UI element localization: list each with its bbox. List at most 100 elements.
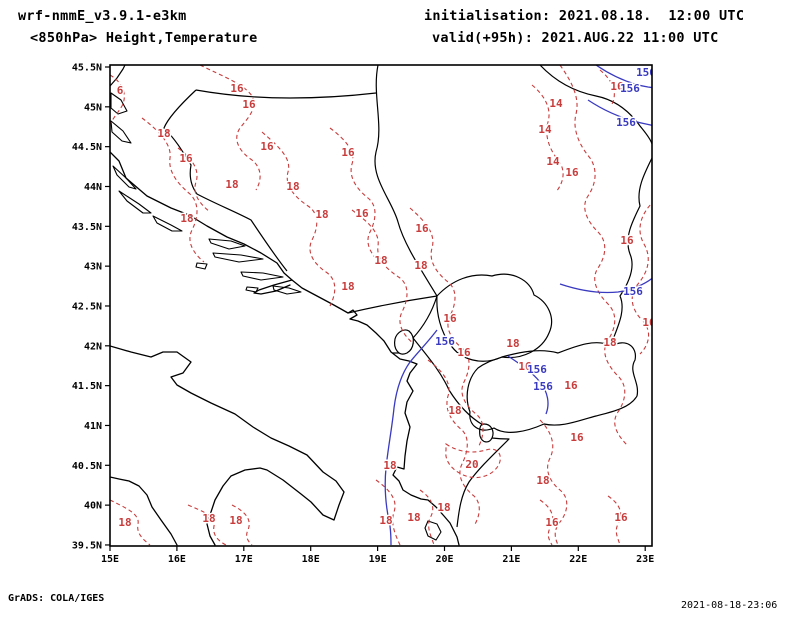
island xyxy=(112,165,137,190)
temperature-contour-label: 18 xyxy=(286,180,299,193)
height-contour-label: 156 xyxy=(616,116,636,129)
lake-ohrid xyxy=(479,423,494,443)
temperature-contour-label: 16 xyxy=(179,152,193,165)
temp-contour xyxy=(329,127,383,265)
corfu-island xyxy=(424,520,442,541)
island xyxy=(208,238,246,250)
temperature-contour-label: 16 xyxy=(355,207,369,220)
temperature-contour-label: 16 xyxy=(260,140,274,153)
temperature-contour-label: 16 xyxy=(230,82,244,95)
island xyxy=(110,92,128,115)
y-tick-label: 39.5N xyxy=(72,540,102,551)
temperature-contour-label: 14 xyxy=(549,97,563,110)
border-montenegro-albania xyxy=(412,295,438,339)
creation-timestamp: 2021-08-18-23:06 xyxy=(681,600,778,611)
temperature-contour-label: 18 xyxy=(379,514,392,527)
height-contour-label: 156 xyxy=(636,66,656,79)
temperature-contour-label: 20 xyxy=(465,458,478,471)
temp-contour xyxy=(631,202,652,355)
temperature-contour-label: 18 xyxy=(157,127,170,140)
temperature-contour-label: 18 xyxy=(603,336,616,349)
y-tick-label: 42.5N xyxy=(72,301,102,312)
italy-adriatic-coast xyxy=(110,345,345,546)
border-serbia-west xyxy=(374,65,438,297)
temp-contour xyxy=(375,479,401,546)
temperature-contour-label: 18 xyxy=(315,208,328,221)
temp-contour xyxy=(177,147,211,213)
height-contour xyxy=(384,329,438,546)
temp-contour xyxy=(141,117,205,263)
temperature-contours-layer xyxy=(110,65,652,546)
temperature-contour-label: 16 xyxy=(545,516,559,529)
init-time-label: initialisation: 2021.08.18. 12:00 UTC xyxy=(424,8,745,24)
temp-contour xyxy=(445,442,501,479)
temperature-contour-label: 18 xyxy=(225,178,238,191)
y-tick-label: 45N xyxy=(84,102,102,113)
height-contour-label: 156 xyxy=(623,285,643,298)
temperature-contour-label: 18 xyxy=(229,514,242,527)
y-tick-label: 43.5N xyxy=(72,222,102,233)
temperature-contour-label: 18 xyxy=(506,337,519,350)
temperature-contour-label: 16 xyxy=(443,312,457,325)
temperature-contour-label: 18 xyxy=(118,516,131,529)
temperature-contour-label: 16 xyxy=(570,431,584,444)
temperature-contour-label: 18 xyxy=(407,511,420,524)
lake-shkodra xyxy=(394,329,414,355)
height-contours-layer xyxy=(384,65,652,546)
temperature-contour-label: 14 xyxy=(546,155,560,168)
temperature-contour-label: 16 xyxy=(341,146,355,159)
height-contour-label: 156 xyxy=(620,82,640,95)
temperature-contour-label: 18 xyxy=(383,459,396,472)
valid-time-label: valid(+95h): 2021.AUG.22 11:00 UTC xyxy=(432,30,719,46)
temperature-contour-label: 18 xyxy=(202,512,215,525)
temp-contour xyxy=(539,419,568,546)
temperature-contour-label: 16 xyxy=(457,346,471,359)
temperature-contour-label: 16 xyxy=(642,316,656,329)
y-tick-label: 41.5N xyxy=(72,381,102,392)
temperature-contour-label: 16 xyxy=(518,360,532,373)
temperature-contour-label: 16 xyxy=(564,379,578,392)
island xyxy=(110,120,132,144)
temperature-contour-label: 14 xyxy=(538,123,552,136)
x-tick-label: 18E xyxy=(302,554,320,565)
island xyxy=(245,286,259,293)
temp-contour xyxy=(427,359,480,527)
temperature-contour-label: 16 xyxy=(610,80,624,93)
border-macedonia xyxy=(466,342,639,433)
temperature-contour-label: 18 xyxy=(180,212,193,225)
border-slovenia-croatia xyxy=(110,65,126,87)
y-tick-label: 43N xyxy=(84,262,102,273)
adriatic-coastline xyxy=(110,151,460,546)
height-contour-label: 156 xyxy=(435,335,455,348)
y-tick-label: 40.5N xyxy=(72,461,102,472)
x-tick-label: 22E xyxy=(569,554,587,565)
temperature-contour-label: 16 xyxy=(415,222,429,235)
product-title: <850hPa> Height,Temperature xyxy=(30,30,258,46)
temperature-contour-label: 16 xyxy=(620,234,634,247)
map-layer xyxy=(110,65,652,546)
island xyxy=(195,262,208,270)
temperature-contour-label: 18 xyxy=(341,280,354,293)
temperature-contour-label: 16 xyxy=(614,511,628,524)
temperature-contour-label: 18 xyxy=(374,254,387,267)
axes-layer: 15E 16E 17E 18E 19E 20E 21E 22E 23E 45.5N 45N 44.5N… xyxy=(72,63,654,566)
island xyxy=(212,252,264,263)
height-contour xyxy=(559,277,652,294)
temp-contour xyxy=(261,131,336,307)
island xyxy=(240,271,284,281)
x-tick-label: 16E xyxy=(168,554,186,565)
height-contour xyxy=(587,99,652,126)
temp-contour xyxy=(419,489,435,546)
border-serbia-romania-bulgaria xyxy=(539,65,652,343)
temp-contour xyxy=(187,504,227,546)
y-tick-label: 40N xyxy=(84,501,102,512)
temp-contour xyxy=(110,74,125,125)
temp-contour xyxy=(351,209,415,345)
temp-contour xyxy=(531,84,564,193)
height-contour xyxy=(595,65,652,89)
contour-labels-layer: 6 16 16 18 16 16 16 18 18 18 18 16 16 16 14 14 14 16 16 18 1… xyxy=(115,65,656,531)
y-tick-label: 44.5N xyxy=(72,142,102,153)
x-tick-label: 17E xyxy=(235,554,253,565)
italy-tyrrhenian-coast xyxy=(110,476,178,546)
